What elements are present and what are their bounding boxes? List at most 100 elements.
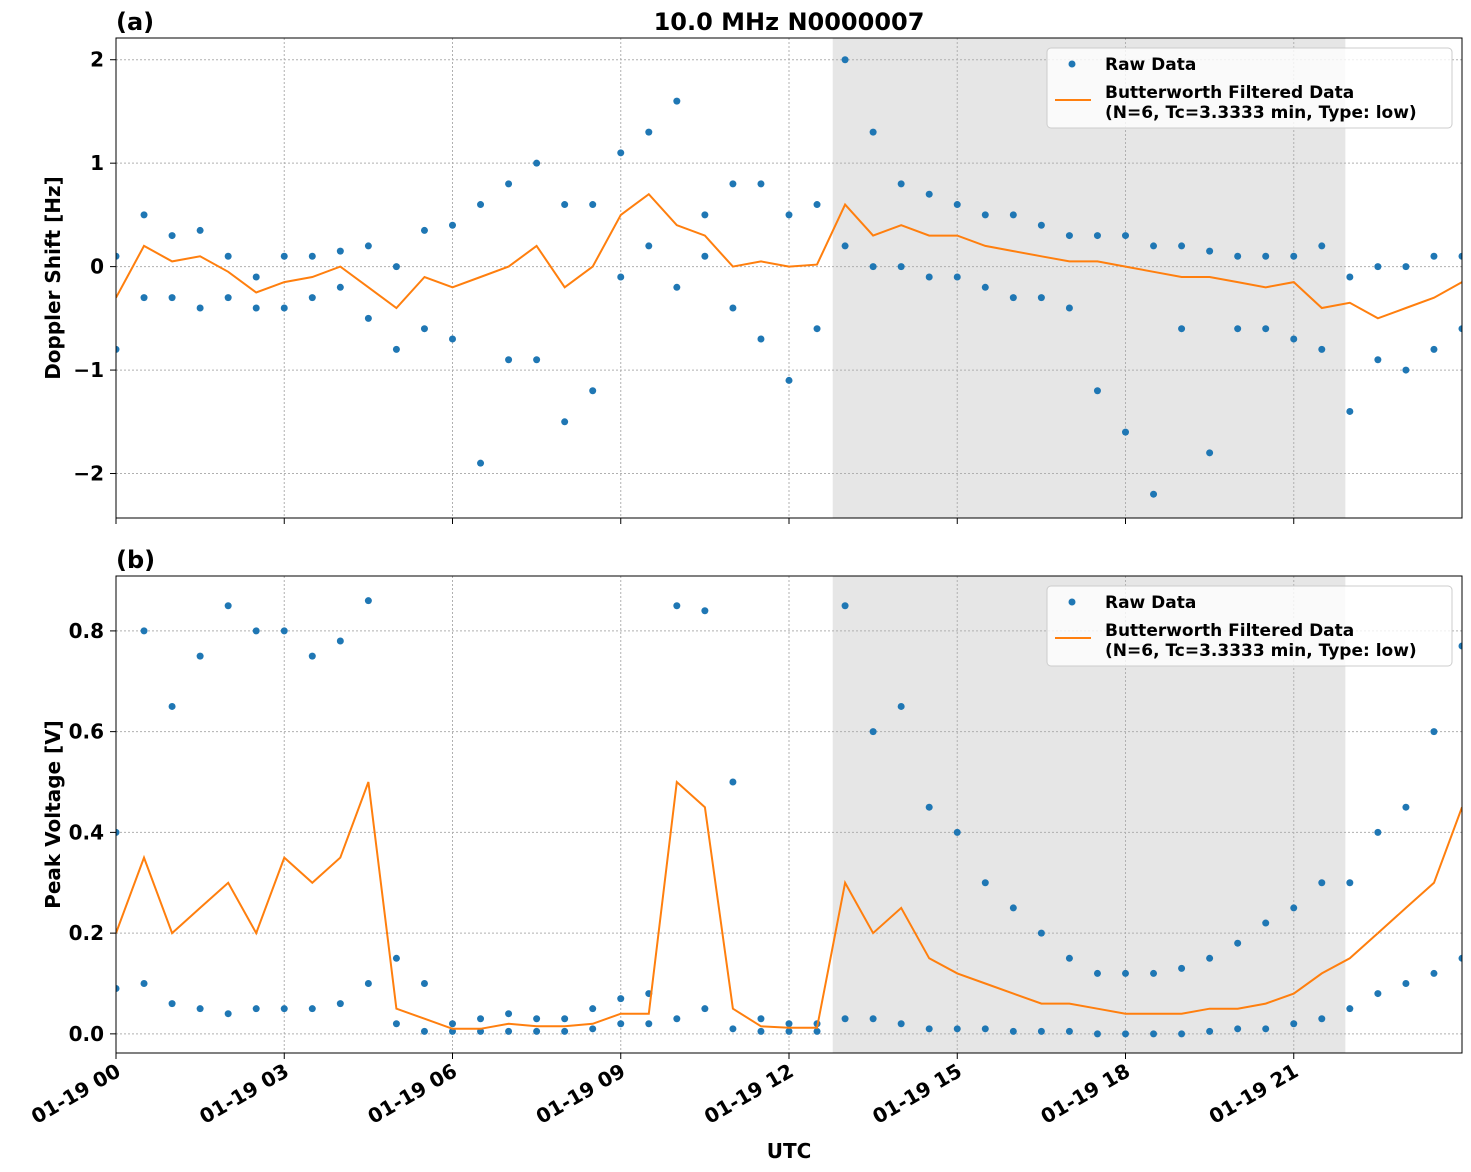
raw-point — [561, 201, 569, 209]
panel-label: (a) — [116, 8, 154, 36]
raw-point — [1290, 335, 1298, 343]
legend-box — [1046, 585, 1453, 667]
raw-point — [757, 1015, 765, 1023]
raw-point — [1093, 1030, 1101, 1038]
raw-point — [925, 1025, 933, 1033]
raw-point — [785, 1020, 793, 1028]
raw-point — [1430, 345, 1438, 353]
raw-point — [1458, 954, 1462, 962]
panel: −2 −1 0 1 2 (a) 10.0 MHz N0000007 Doppler Shift… — [41, 8, 1463, 524]
raw-point — [505, 1010, 513, 1018]
x-tick-label: 01-19 06 — [363, 1059, 461, 1129]
raw-point — [1234, 325, 1242, 333]
raw-point — [533, 159, 541, 167]
raw-point — [1318, 879, 1326, 887]
raw-point — [308, 294, 316, 302]
raw-point — [645, 1020, 653, 1028]
raw-point — [1150, 490, 1158, 498]
x-axis-label: UTC — [767, 1139, 812, 1163]
raw-point — [981, 879, 989, 887]
raw-point — [392, 345, 400, 353]
raw-point — [589, 1025, 597, 1033]
raw-point — [392, 954, 400, 962]
raw-point — [1262, 919, 1270, 927]
raw-point — [1065, 1027, 1073, 1035]
legend-label-detail: (N=6, Tc=3.3333 min, Type: low) — [1105, 641, 1417, 661]
raw-point — [813, 1027, 821, 1035]
raw-point — [673, 97, 681, 105]
raw-point — [392, 263, 400, 271]
legend-marker — [1068, 60, 1076, 68]
raw-point — [953, 1025, 961, 1033]
legend-label-detail: (N=6, Tc=3.3333 min, Type: low) — [1105, 103, 1417, 123]
raw-point — [785, 1027, 793, 1035]
raw-point — [1402, 979, 1410, 987]
raw-point — [168, 294, 176, 302]
raw-point — [925, 803, 933, 811]
filtered-line — [116, 779, 1462, 1030]
raw-point — [336, 283, 344, 291]
raw-point — [561, 1015, 569, 1023]
raw-point — [449, 335, 456, 343]
raw-point — [841, 602, 849, 610]
raw-point — [701, 1005, 709, 1013]
raw-point — [364, 597, 372, 605]
legend-box — [1046, 47, 1453, 129]
raw-point — [1234, 939, 1242, 947]
raw-point — [1009, 294, 1017, 302]
raw-point — [308, 252, 316, 260]
raw-point — [1318, 345, 1326, 353]
raw-point — [1374, 828, 1382, 836]
raw-point — [1346, 879, 1354, 887]
raw-point — [1346, 273, 1354, 281]
x-tick-label: 01-19 00 — [27, 1059, 125, 1129]
raw-point — [841, 1015, 849, 1023]
raw-point — [729, 180, 737, 188]
raw-point — [364, 314, 372, 322]
raw-point — [757, 1027, 765, 1035]
raw-point — [1234, 1025, 1242, 1033]
y-tick-label: 0.2 — [69, 921, 104, 945]
raw-point — [533, 1027, 541, 1035]
raw-point — [1458, 252, 1462, 260]
raw-point — [420, 1027, 428, 1035]
raw-point — [308, 652, 316, 660]
legend-label: Raw Data — [1105, 593, 1196, 613]
raw-point — [1290, 1020, 1298, 1028]
raw-point — [1065, 304, 1073, 312]
legend: Raw Data Butterworth Filtered Data(N=6, T… — [1046, 585, 1453, 667]
raw-point — [1430, 252, 1438, 260]
raw-point — [1374, 263, 1382, 271]
chart-title: 10.0 MHz N0000007 — [654, 8, 925, 36]
raw-point — [1374, 356, 1382, 364]
raw-point — [224, 252, 232, 260]
raw-point — [897, 263, 905, 271]
raw-point — [140, 294, 148, 302]
raw-point — [505, 356, 513, 364]
raw-point — [116, 345, 120, 353]
raw-point — [1290, 904, 1298, 912]
raw-point — [196, 652, 204, 660]
raw-point — [280, 1005, 288, 1013]
raw-point — [280, 627, 288, 635]
raw-point — [841, 242, 849, 250]
raw-point — [1009, 211, 1017, 219]
raw-point — [1037, 929, 1045, 937]
raw-point — [1402, 366, 1410, 374]
legend-label: Butterworth Filtered Data — [1105, 621, 1354, 641]
y-tick-label: 0.8 — [69, 619, 104, 643]
raw-point — [224, 602, 232, 610]
y-tick-label: −1 — [73, 358, 104, 382]
legend-label: Butterworth Filtered Data — [1105, 83, 1354, 103]
raw-point — [533, 356, 541, 364]
raw-point — [1009, 904, 1017, 912]
raw-point — [280, 304, 288, 312]
raw-point — [505, 1027, 513, 1035]
y-tick-label: 1 — [90, 151, 104, 175]
raw-point — [1150, 242, 1158, 250]
y-tick-label: 0.4 — [69, 820, 104, 844]
raw-point — [1150, 969, 1158, 977]
x-tick-label: 01-19 03 — [195, 1059, 293, 1129]
raw-point — [336, 247, 344, 255]
raw-point — [533, 1015, 541, 1023]
